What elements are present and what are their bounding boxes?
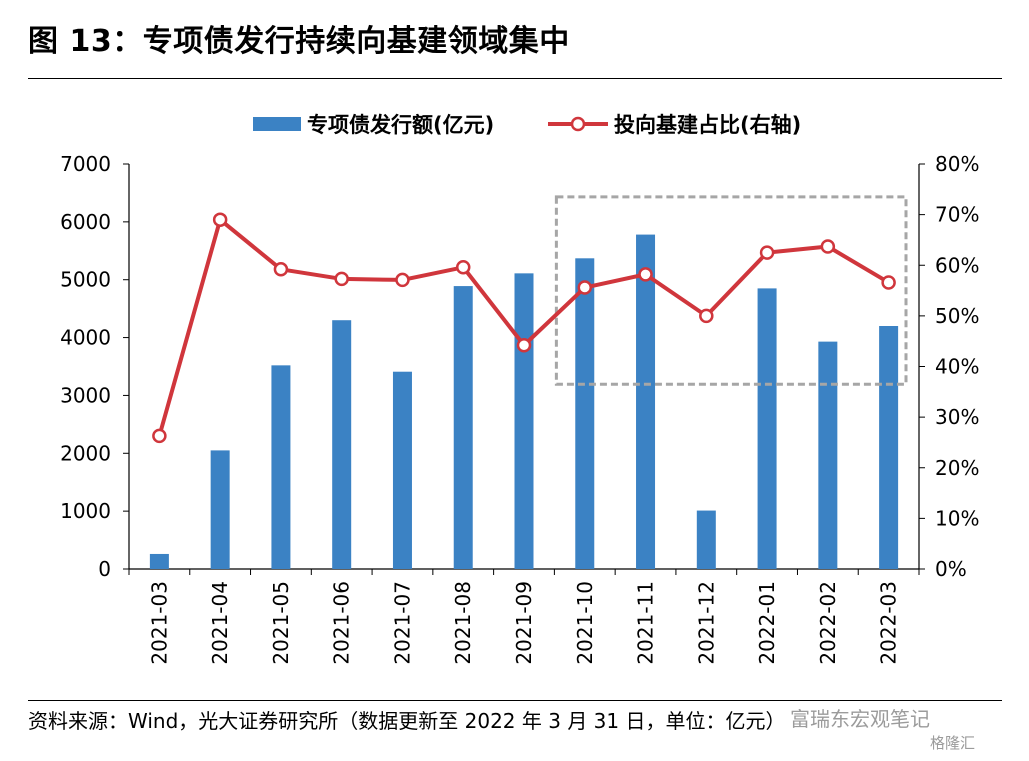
- line-point: [881, 275, 896, 290]
- line-point: [638, 267, 653, 282]
- y-tick-label-right: 70%: [935, 203, 979, 227]
- chart-title: 图 13：专项债发行持续向基建领域集中: [28, 24, 570, 59]
- chart-area: 专项债发行额(亿元) 投向基建占比(右轴) 0 1000 2000 3000 4000 5…: [60, 113, 979, 665]
- highlight-box: [554, 195, 908, 386]
- bar: [696, 510, 716, 569]
- x-tick-label: 2021-03: [147, 581, 171, 665]
- y-tick-label-right: 20%: [935, 456, 979, 480]
- line-point: [152, 428, 167, 444]
- legend-line-label: 投向基建占比(右轴): [614, 113, 801, 137]
- bar: [210, 450, 230, 569]
- line-point: [577, 280, 593, 295]
- y-tick-label-right: 30%: [935, 405, 979, 429]
- bar: [271, 365, 291, 569]
- line-point: [820, 239, 836, 254]
- x-tick-label: 2022-02: [816, 581, 840, 665]
- legend-bar-label: 专项债发行额(亿元): [307, 113, 494, 137]
- legend: 专项债发行额(亿元) 投向基建占比(右轴): [253, 113, 801, 137]
- x-tick-label: 2021-07: [390, 581, 414, 665]
- y-tick-label-right: 80%: [935, 152, 979, 176]
- highlight-rect: [554, 195, 908, 386]
- bar: [514, 273, 534, 569]
- bar: [879, 326, 899, 569]
- line-point: [699, 308, 714, 324]
- bar: [818, 341, 838, 569]
- watermark: 富瑞东宏观笔记: [790, 707, 930, 731]
- y-tick-label-left: 7000: [60, 152, 111, 176]
- legend-bar-swatch: [253, 117, 301, 131]
- title-divider: [28, 78, 1002, 79]
- x-tick-label: 2021-05: [269, 581, 293, 665]
- y-tick-label-left: 3000: [60, 383, 111, 407]
- y-tick-label-right: 0%: [935, 557, 967, 581]
- bar: [392, 371, 412, 569]
- y-tick-label-left: 4000: [60, 326, 111, 350]
- bar: [636, 234, 656, 570]
- bar: [332, 320, 352, 569]
- line-point: [395, 272, 410, 288]
- y-tick-label-right: 60%: [935, 253, 979, 277]
- x-tick-label: 2021-06: [330, 581, 354, 665]
- x-tick-label: 2021-09: [512, 581, 536, 665]
- legend-line-marker: [570, 116, 586, 132]
- y-tick-label-left: 5000: [60, 268, 111, 292]
- watermark-sub: 格隆汇: [930, 734, 976, 752]
- y-tick-label-left: 1000: [60, 499, 111, 523]
- y-tick-label-right: 10%: [935, 506, 979, 530]
- x-tick-label: 2021-04: [208, 581, 232, 665]
- x-tick-label: 2022-01: [755, 581, 779, 665]
- bar: [575, 258, 595, 569]
- bar: [149, 553, 169, 569]
- x-tick-label: 2021-08: [451, 581, 475, 665]
- y-tick-label-right: 50%: [935, 304, 979, 328]
- line-point: [334, 271, 349, 287]
- line-point: [212, 212, 228, 227]
- y-tick-label-right: 40%: [935, 355, 979, 379]
- x-tick-label: 2022-03: [877, 581, 901, 665]
- y-tick-label-left: 0: [98, 557, 111, 581]
- bar: [453, 286, 473, 569]
- footer-divider: [28, 700, 1002, 701]
- line-point: [273, 262, 289, 277]
- bar: [757, 288, 777, 569]
- line-series: [152, 212, 896, 444]
- x-tick-label: 2021-10: [573, 581, 597, 665]
- bars-series: [149, 234, 899, 570]
- line-point: [516, 337, 532, 353]
- x-tick-label: 2021-12: [694, 581, 718, 665]
- y-tick-label-left: 2000: [60, 441, 111, 465]
- y-tick-label-left: 6000: [60, 210, 111, 234]
- source-note: 资料来源：Wind，光大证券研究所（数据更新至 2022 年 3 月 31 日，…: [28, 709, 786, 733]
- line-point: [455, 260, 471, 275]
- tick-labels: 0 1000 2000 3000 4000 5000 6000 7000 0% 10% 20% 30%…: [60, 152, 979, 665]
- line-point: [759, 245, 775, 260]
- x-tick-label: 2021-11: [634, 581, 658, 665]
